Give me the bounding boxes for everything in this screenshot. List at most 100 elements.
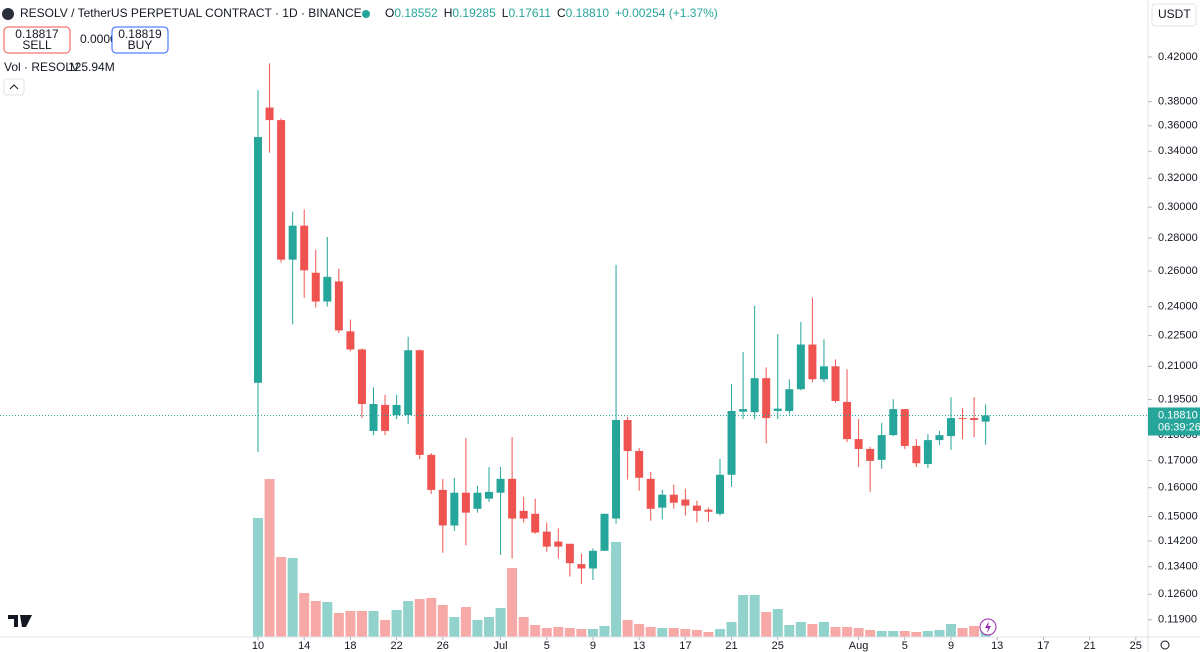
candle-body <box>565 543 574 564</box>
x-tick-label: 13 <box>991 640 1003 652</box>
volume-bar <box>761 611 772 637</box>
candle-body <box>843 401 852 440</box>
candle-body <box>970 418 979 420</box>
volume-bar <box>668 627 679 637</box>
volume-bar <box>518 617 529 637</box>
volume-bar <box>426 597 437 637</box>
y-tick-label: 0.11900 <box>1158 614 1197 626</box>
price-tag: 0.42000 0.38000 0.36000 0.34000 0.32000 0.300… <box>252 51 1200 652</box>
y-tick-label: 0.38000 <box>1158 96 1198 108</box>
volume-bar <box>738 595 749 637</box>
candle-body <box>762 378 771 419</box>
volume-bar <box>611 541 622 637</box>
candle-body <box>900 409 909 446</box>
volume-bar <box>703 631 714 637</box>
candle-body <box>716 474 724 514</box>
volume-bar <box>310 601 321 637</box>
volume-bar <box>403 601 414 637</box>
plot <box>0 63 1148 637</box>
h-label: H <box>444 6 453 20</box>
x-tick-label: 17 <box>679 640 691 652</box>
volume-bar <box>634 623 645 637</box>
candle-body <box>311 272 320 302</box>
y-tick-label: 0.13400 <box>1158 561 1198 573</box>
y-tick-label: 0.24000 <box>1158 301 1198 313</box>
volume-bar <box>899 631 910 637</box>
volume-bar <box>957 627 968 637</box>
x-tick-label: 21 <box>1083 640 1095 652</box>
collapse-button[interactable] <box>3 78 25 96</box>
candle-body <box>727 410 736 475</box>
buy-button[interactable] <box>111 26 169 54</box>
candle-body <box>704 509 713 512</box>
y-tick-label: 0.28000 <box>1158 232 1198 244</box>
volume-bar <box>495 607 506 637</box>
volume-bar <box>726 621 737 637</box>
x-tick-label: 9 <box>948 640 954 652</box>
candle-body <box>981 415 990 422</box>
volume-bar <box>969 625 980 637</box>
volume-bar <box>749 595 760 637</box>
candle-body <box>681 499 690 506</box>
candle-body <box>531 513 540 533</box>
volume-bar <box>865 629 876 637</box>
volume-bar <box>391 609 402 637</box>
candle-body <box>485 491 493 499</box>
volume-bar <box>795 621 806 637</box>
y-tick-label: 0.15000 <box>1158 510 1198 522</box>
candle-body <box>554 541 563 547</box>
candle-body <box>658 494 667 508</box>
volume-bar <box>333 613 344 637</box>
volume-bar <box>299 593 310 637</box>
buy-price: 0.18819 <box>118 27 162 41</box>
countdown: 06:39:26 <box>1158 421 1200 433</box>
x-tick-label: 9 <box>590 640 596 652</box>
volume-bar <box>460 607 471 637</box>
volume-bar <box>484 617 494 637</box>
collapse-icon <box>9 84 19 90</box>
candle-body <box>438 489 447 526</box>
candle-body <box>277 120 286 260</box>
volume-bar <box>264 479 275 637</box>
h-value: 0.19285 <box>452 6 496 20</box>
candle-body <box>669 494 678 503</box>
c-value: 0.18810 <box>566 6 610 20</box>
volume-bar <box>368 611 379 637</box>
x-tick-label: 25 <box>772 640 784 652</box>
sell-label: SELL <box>22 38 52 52</box>
volume-bar <box>564 627 575 637</box>
settings-icon[interactable] <box>1160 640 1170 650</box>
x-tick-label: Aug <box>849 640 869 652</box>
y-tick-label: 0.30000 <box>1158 201 1198 213</box>
candle-body <box>496 478 505 493</box>
candle-body <box>785 389 794 411</box>
candle-body <box>889 409 898 436</box>
volume-bar <box>876 631 887 637</box>
x-tick-label: 14 <box>298 640 310 652</box>
volume-bar <box>645 627 656 637</box>
candle-body <box>357 349 366 404</box>
candle-body <box>588 550 597 569</box>
change: +0.00254 (+1.37%) <box>615 6 718 20</box>
candle-body <box>819 366 828 380</box>
volume-bar <box>691 629 702 637</box>
candle-body <box>300 225 309 271</box>
currency-button[interactable] <box>1151 3 1197 27</box>
candle-body <box>265 107 274 121</box>
symbol-icon <box>2 8 14 20</box>
sell-button[interactable] <box>3 26 71 54</box>
y-tick-label: 0.21000 <box>1158 360 1198 372</box>
candle-body <box>323 276 332 302</box>
volume-bar <box>946 623 956 637</box>
volume-bar <box>922 631 933 637</box>
candle-body <box>646 478 655 509</box>
volume-bar <box>356 611 367 637</box>
candle-body <box>831 366 840 401</box>
candle-body <box>508 478 517 519</box>
logo <box>8 615 32 627</box>
l-label: L <box>502 6 509 20</box>
candle-body <box>415 350 424 455</box>
x-tick-label: 5 <box>902 640 908 652</box>
volume-bar <box>253 517 263 637</box>
candle-body <box>369 403 378 431</box>
